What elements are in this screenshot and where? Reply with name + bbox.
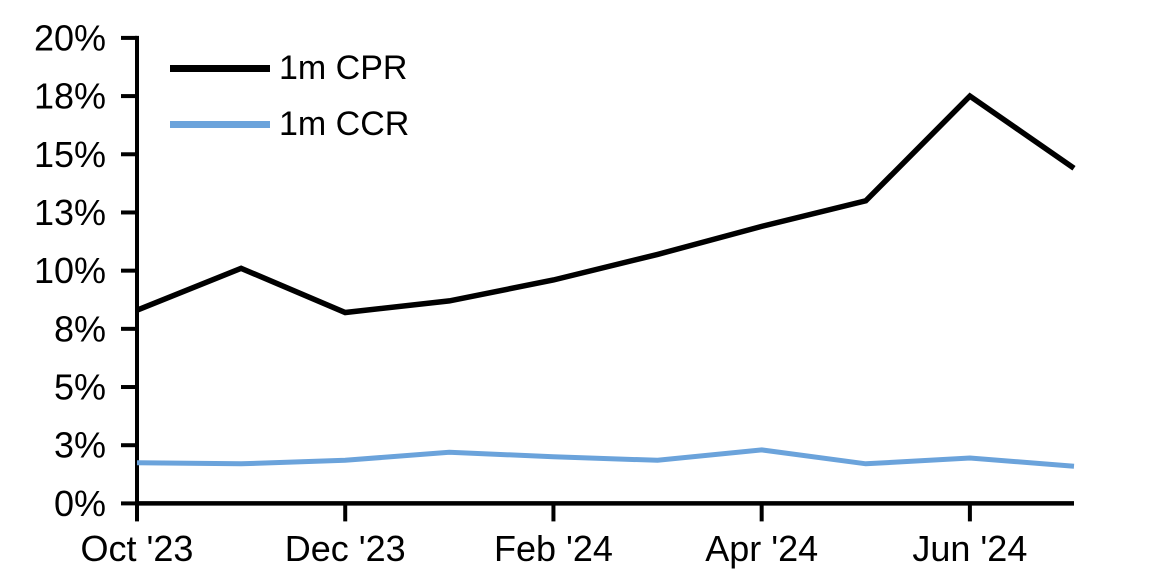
legend-item-1m-cpr: 1m CPR <box>170 48 409 88</box>
y-axis-tick-label: 15% <box>34 134 106 175</box>
x-axis-tick-label: Apr '24 <box>705 528 818 569</box>
legend-line-swatch-ccr <box>170 120 270 128</box>
series-line-1m-ccr <box>136 447 1075 469</box>
x-axis-tick-label: Jun '24 <box>912 528 1027 569</box>
y-axis-tick-label: 10% <box>34 250 106 291</box>
legend-label-cpr: 1m CPR <box>279 49 408 87</box>
y-axis-tick-label: 0% <box>54 483 106 524</box>
series-line-1m-cpr <box>135 92 1076 316</box>
legend-item-1m-ccr: 1m CCR <box>170 104 409 144</box>
y-axis-tick-label: 20% <box>34 17 106 58</box>
y-axis-tick-label: 5% <box>54 367 106 408</box>
y-axis-tick-label: 3% <box>54 425 106 466</box>
x-axis-tick-label: Oct '23 <box>81 528 194 569</box>
legend-line-swatch-cpr <box>170 64 270 72</box>
legend: 1m CPR 1m CCR <box>170 48 409 160</box>
y-axis-tick-label: 13% <box>34 192 106 233</box>
y-axis-tick-label: 18% <box>34 76 106 117</box>
legend-label-ccr: 1m CCR <box>279 105 410 143</box>
x-axis-tick-label: Feb '24 <box>494 528 613 569</box>
x-axis-tick-label: Dec '23 <box>285 528 406 569</box>
y-axis-tick-label: 8% <box>54 308 106 349</box>
